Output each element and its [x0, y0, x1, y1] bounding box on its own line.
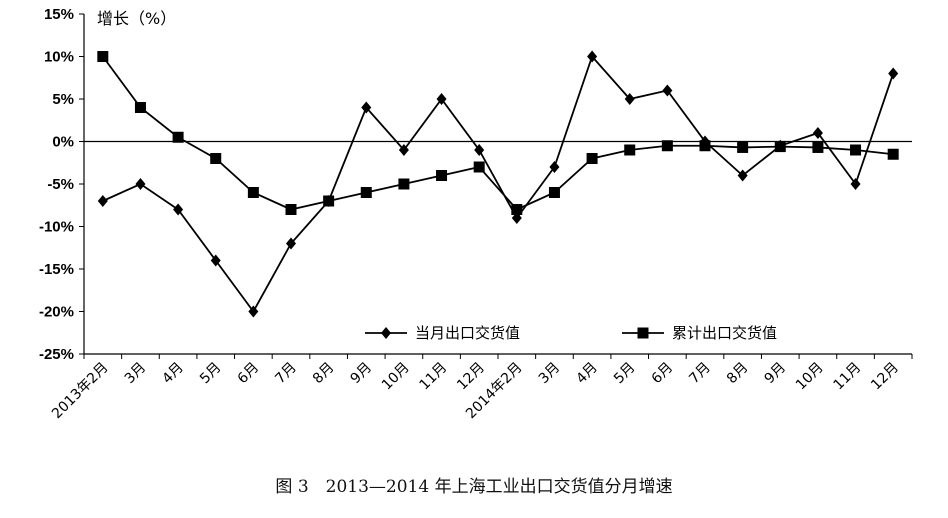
- x-tick-label: 4月: [573, 360, 601, 388]
- data-point: [549, 161, 560, 173]
- x-tick-label: 8月: [724, 360, 752, 388]
- data-point: [624, 144, 636, 156]
- data-point: [361, 101, 372, 114]
- figure-caption: 图 3 2013—2014 年上海工业出口交货值分月增速: [275, 477, 673, 497]
- data-point: [323, 195, 335, 207]
- data-point: [398, 178, 410, 190]
- legend-item: 当月出口交货值: [365, 324, 520, 342]
- x-tick-label: 9月: [762, 360, 790, 388]
- data-point: [586, 153, 598, 164]
- data-point: [737, 169, 748, 182]
- x-tick-label: 7月: [272, 360, 300, 388]
- series-2: [97, 51, 899, 215]
- x-tick-label: 6月: [235, 360, 263, 388]
- legend-label: 当月出口交货值: [415, 324, 520, 342]
- x-tick-label: 12月: [454, 360, 488, 394]
- data-point: [473, 161, 485, 173]
- x-tick-label: 10月: [379, 360, 413, 394]
- series-1: [97, 50, 899, 318]
- x-tick-label: 7月: [686, 360, 714, 388]
- x-tick-label: 3月: [536, 360, 564, 388]
- series-line: [102, 54, 895, 314]
- legend: 当月出口交货值 累计出口交货值: [365, 324, 777, 342]
- data-point: [548, 187, 560, 198]
- x-tick-label: 3月: [122, 360, 150, 388]
- x-tick-label: 6月: [649, 360, 677, 388]
- data-point: [210, 254, 221, 267]
- data-point: [774, 141, 786, 153]
- x-tick-label: 2013年2月: [49, 360, 112, 423]
- x-tick-label: 12月: [868, 360, 902, 394]
- data-point: [172, 131, 184, 143]
- data-point: [248, 305, 259, 318]
- y-tick-label: -5%: [47, 176, 74, 193]
- data-point: [812, 141, 824, 153]
- y-tick-label: -15%: [39, 261, 74, 278]
- data-point: [888, 67, 899, 80]
- data-point: [850, 178, 861, 190]
- y-tick-label: -10%: [39, 219, 74, 236]
- data-point: [286, 237, 296, 250]
- legend-marker: [381, 327, 391, 339]
- y-axis: 15% 10% 5% 0% -5% -10% -15% -20% -25%: [39, 6, 85, 363]
- x-tick-label: 8月: [310, 360, 338, 388]
- x-tick-label: 5月: [197, 360, 225, 388]
- x-tick-label: 10月: [793, 360, 827, 394]
- legend-marker: [637, 327, 649, 339]
- x-tick-label: 11月: [831, 360, 865, 394]
- data-point: [436, 170, 448, 181]
- data-point: [210, 153, 222, 164]
- y-tick-label: -20%: [39, 304, 74, 321]
- data-point: [511, 204, 523, 215]
- data-point: [812, 127, 823, 139]
- y-tick-label: 10%: [44, 49, 74, 66]
- legend-item: 累计出口交货值: [622, 324, 777, 342]
- y-axis-label: 增长（%）: [97, 9, 176, 28]
- y-tick-label: 15%: [44, 6, 74, 23]
- series-line: [102, 55, 894, 211]
- data-point: [587, 50, 598, 63]
- y-tick-label: 5%: [52, 91, 74, 108]
- data-point: [737, 141, 749, 153]
- data-point: [135, 178, 146, 190]
- data-point: [173, 203, 184, 216]
- x-tick-label: 11月: [417, 360, 451, 394]
- data-point: [360, 187, 372, 198]
- data-point: [850, 144, 862, 156]
- data-point: [624, 93, 635, 105]
- data-point: [97, 51, 109, 62]
- data-point: [134, 102, 146, 113]
- y-tick-label: 0%: [52, 134, 74, 151]
- data-point: [661, 140, 673, 152]
- legend-label: 累计出口交货值: [672, 324, 777, 342]
- data-point: [662, 84, 673, 97]
- x-tick-label: 9月: [348, 360, 376, 388]
- y-tick-label: -25%: [39, 346, 74, 363]
- data-point: [474, 144, 485, 156]
- data-point: [97, 195, 108, 207]
- data-point: [887, 148, 899, 160]
- chart: 15% 10% 5% 0% -5% -10% -15% -20% -25% 2013年2月 3月 4…: [39, 6, 913, 423]
- x-tick-label: 4月: [159, 360, 187, 388]
- data-point: [285, 204, 297, 215]
- data-point: [247, 187, 259, 198]
- x-tick-label: 5月: [611, 360, 639, 388]
- data-point: [436, 93, 447, 105]
- data-point: [699, 140, 711, 152]
- series-layer: [97, 50, 899, 318]
- data-point: [398, 144, 409, 156]
